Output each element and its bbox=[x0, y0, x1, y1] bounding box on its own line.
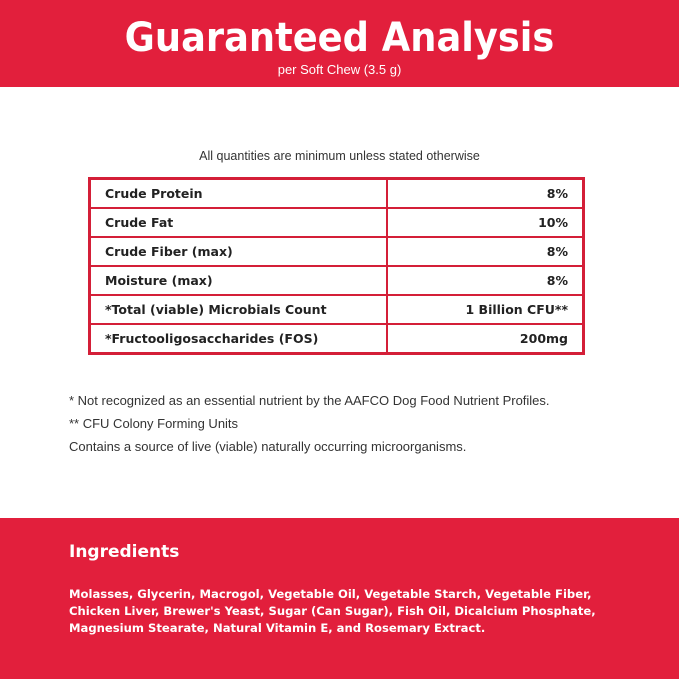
table-row: *Fructooligosaccharides (FOS) 200mg bbox=[88, 323, 585, 355]
footnotes: * Not recognized as an essential nutrien… bbox=[69, 393, 550, 462]
nutrient-value: 8% bbox=[386, 177, 585, 209]
ingredients-text: Molasses, Glycerin, Macrogol, Vegetable … bbox=[69, 587, 596, 635]
nutrient-name: Crude Protein bbox=[88, 177, 388, 209]
table-row: Crude Fat 10% bbox=[88, 207, 585, 238]
nutrient-name: Crude Fiber (max) bbox=[88, 236, 388, 267]
footnote: Contains a source of live (viable) natur… bbox=[69, 439, 467, 454]
nutrient-value: 10% bbox=[386, 207, 585, 238]
table-row: *Total (viable) Microbials Count 1 Billio… bbox=[88, 294, 585, 325]
subtitle: per Soft Chew (3.5 g) bbox=[277, 62, 402, 77]
nutrient-value: 8% bbox=[386, 265, 585, 296]
nutrient-name: *Total (viable) Microbials Count bbox=[88, 294, 388, 325]
nutrient-name: Crude Fat bbox=[88, 207, 388, 238]
table-row: Crude Fiber (max) 8% bbox=[88, 236, 585, 267]
nutrient-value: 8% bbox=[386, 236, 585, 267]
ingredients-band: Ingredients Molasses, Glycerin, Macrogol… bbox=[0, 518, 679, 679]
nutrient-name: *Fructooligosaccharides (FOS) bbox=[88, 323, 388, 355]
analysis-table: Crude Protein 8% Crude Fat 10% Crude Fiber (… bbox=[88, 177, 585, 355]
nutrient-value: 200mg bbox=[386, 323, 585, 355]
ingredients-title: Ingredients bbox=[69, 542, 180, 562]
nutrient-value: 1 Billion CFU** bbox=[386, 294, 585, 325]
note: All quantities are minimum unless stated… bbox=[199, 149, 480, 163]
footnote: * Not recognized as an essential nutrien… bbox=[69, 393, 550, 408]
footnote: ** CFU Colony Forming Units bbox=[69, 416, 239, 431]
header-band: Guaranteed Analysis per Soft Chew (3.5 g… bbox=[0, 0, 679, 87]
title: Guaranteed Analysis bbox=[124, 15, 555, 61]
nutrient-name: Moisture (max) bbox=[88, 265, 388, 296]
table-row: Moisture (max) 8% bbox=[88, 265, 585, 296]
table-row: Crude Protein 8% bbox=[88, 177, 585, 209]
